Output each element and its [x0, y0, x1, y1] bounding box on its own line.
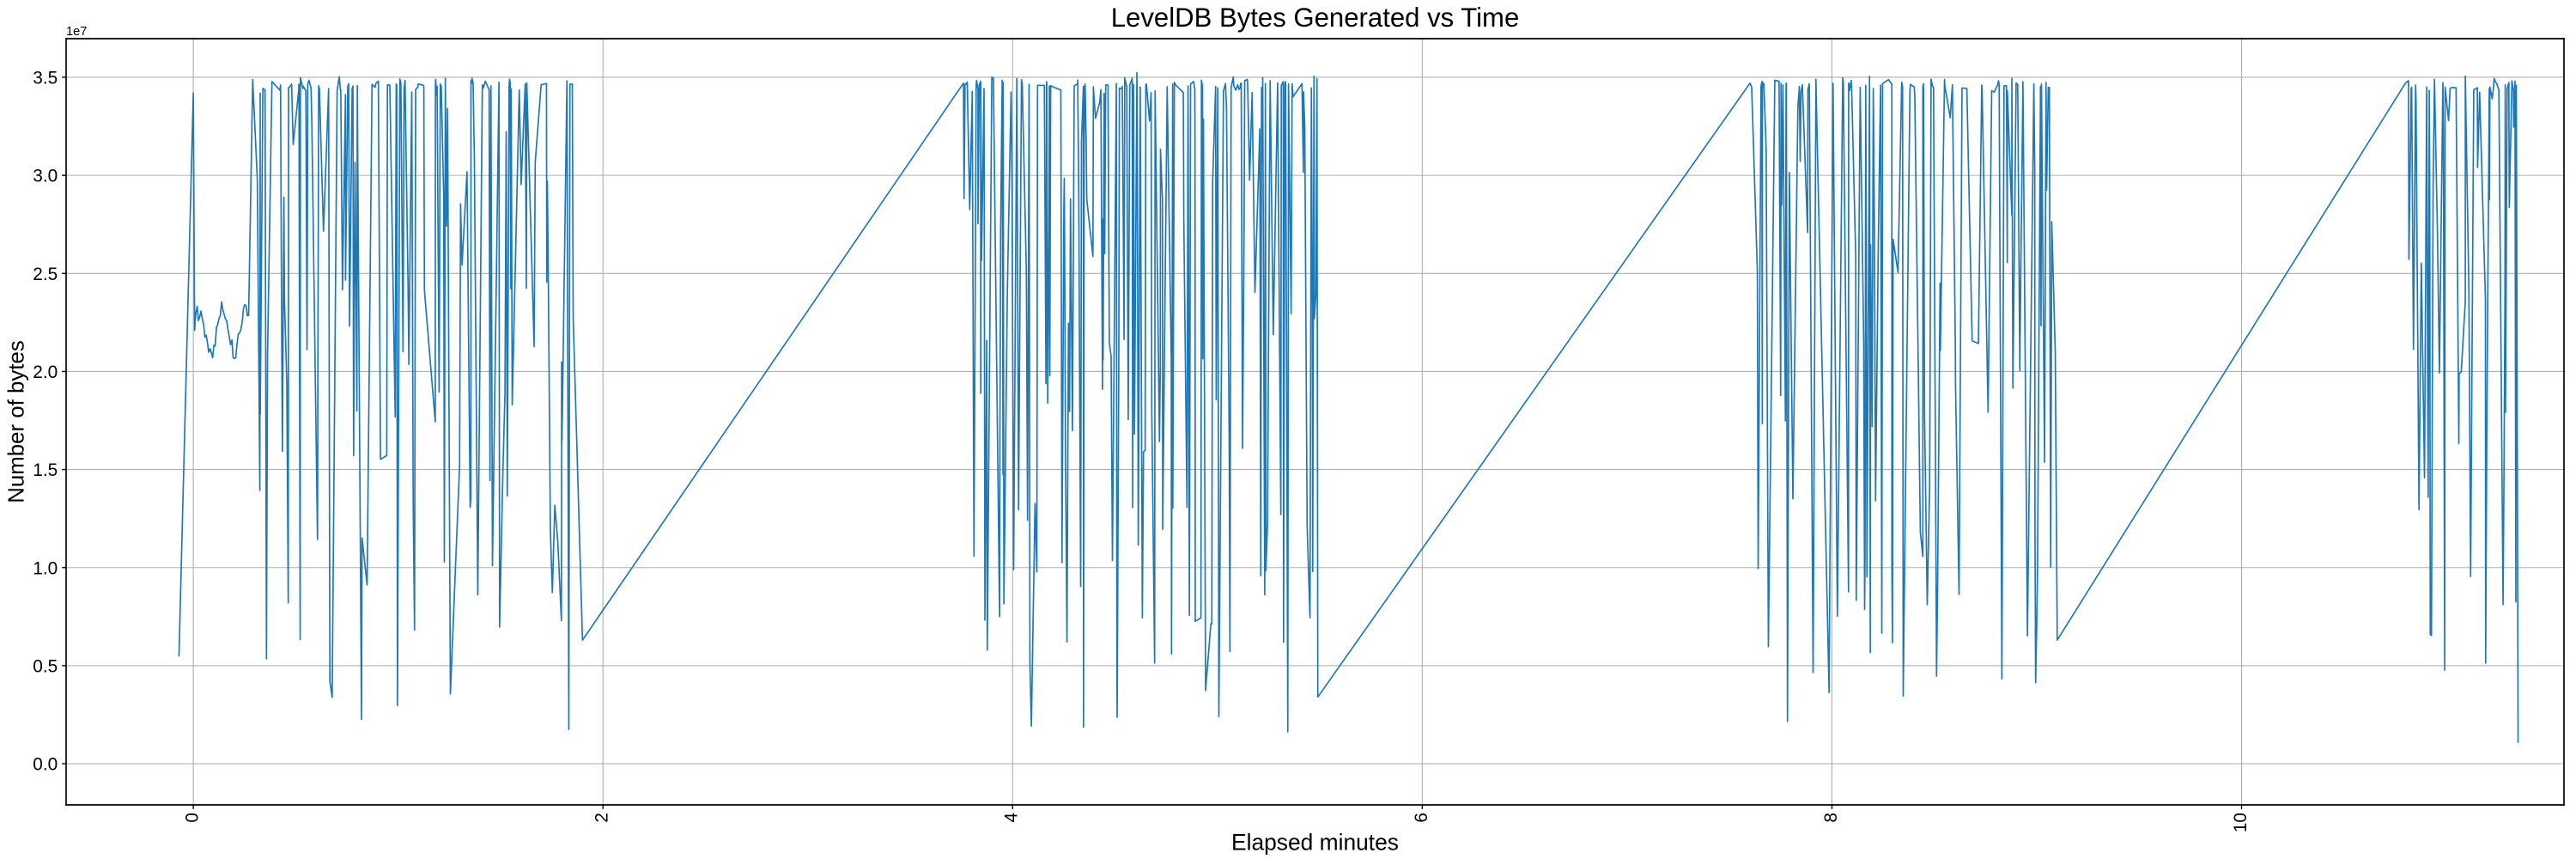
svg-text:3.5: 3.5	[33, 69, 58, 88]
svg-text:0.0: 0.0	[33, 755, 58, 775]
svg-text:2: 2	[592, 813, 612, 823]
svg-text:3.0: 3.0	[33, 167, 58, 186]
svg-text:Elapsed minutes: Elapsed minutes	[1231, 830, 1399, 856]
svg-text:0.5: 0.5	[33, 656, 58, 676]
svg-text:10: 10	[2231, 813, 2251, 832]
svg-text:1.0: 1.0	[33, 558, 58, 578]
svg-text:LevelDB Bytes Generated vs Tim: LevelDB Bytes Generated vs Time	[1111, 3, 1520, 33]
svg-text:2.0: 2.0	[33, 362, 58, 382]
svg-text:4: 4	[1002, 813, 1022, 823]
svg-text:1e7: 1e7	[66, 25, 87, 39]
svg-text:1.5: 1.5	[33, 460, 58, 480]
svg-text:Number of bytes: Number of bytes	[4, 340, 28, 503]
svg-text:2.5: 2.5	[33, 265, 58, 284]
svg-text:6: 6	[1412, 813, 1431, 823]
svg-text:0: 0	[183, 813, 203, 823]
svg-text:8: 8	[1821, 813, 1841, 823]
